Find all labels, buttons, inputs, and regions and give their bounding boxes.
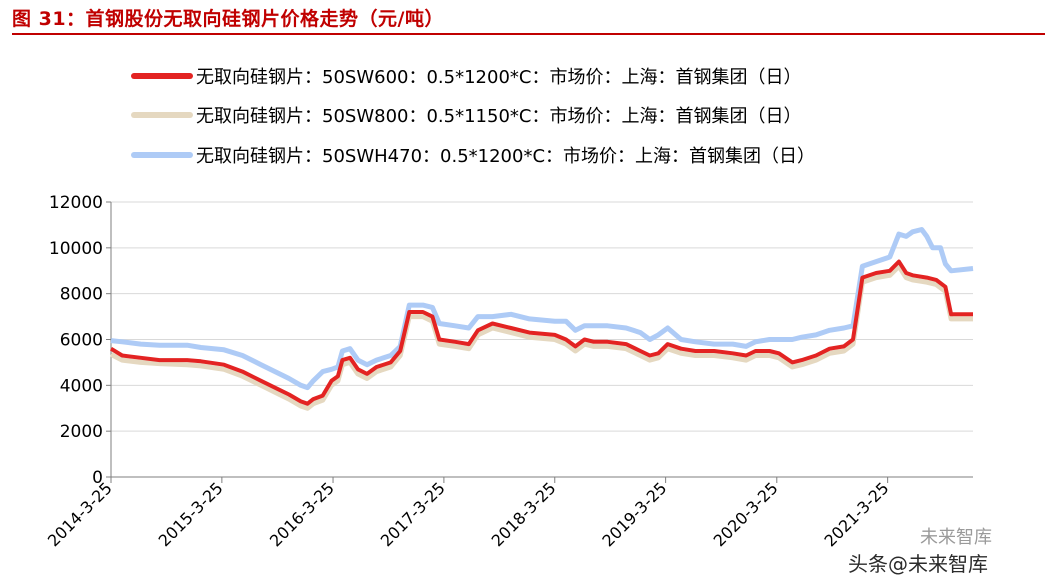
series-line-1 — [109, 259, 973, 406]
watermark-line1: 未来智库 — [920, 527, 992, 548]
watermark-brand: 未来智库 — [920, 523, 992, 549]
watermark-handle-text: @未来智库 — [888, 552, 988, 576]
y-tick-label: 12000 — [49, 193, 103, 213]
title-underline — [12, 33, 1045, 35]
x-tick-label: 2018-3-25 — [488, 478, 560, 550]
legend-label-1: 无取向硅钢片：50SW600：0.5*1200*C：市场价：上海：首钢集团（日） — [196, 67, 802, 88]
series-line-3 — [110, 227, 974, 391]
series-line-2 — [109, 263, 973, 411]
legend-label-3: 无取向硅钢片：50SWH470：0.5*1200*C：市场价：上海：首钢集团（日… — [196, 146, 815, 167]
x-tick-label: 2021-3-25 — [820, 478, 892, 550]
watermark-handle: 头条@未来智库 — [848, 548, 988, 577]
x-tick-label: 2020-3-25 — [710, 478, 782, 550]
x-tick-label: 2019-3-25 — [598, 478, 670, 550]
y-tick-label: 10000 — [49, 239, 103, 259]
y-tick-label: 4000 — [60, 376, 103, 396]
watermark-prefix: 头条 — [848, 552, 888, 576]
page-title: 图 31：首钢股份无取向硅钢片价格走势（元/吨） — [12, 8, 444, 30]
y-tick-label: 0 — [92, 468, 103, 488]
x-tick-label: 2015-3-25 — [155, 478, 227, 550]
x-tick-label: 2016-3-25 — [266, 478, 338, 550]
legend-label-2: 无取向硅钢片：50SW800：0.5*1150*C：市场价：上海：首钢集团（日） — [196, 106, 802, 127]
y-tick-label: 6000 — [60, 331, 103, 351]
y-tick-label: 2000 — [60, 422, 103, 442]
x-tick-label: 2014-3-25 — [44, 478, 116, 550]
y-tick-label: 8000 — [60, 285, 103, 305]
x-tick-label: 2017-3-25 — [377, 478, 449, 550]
